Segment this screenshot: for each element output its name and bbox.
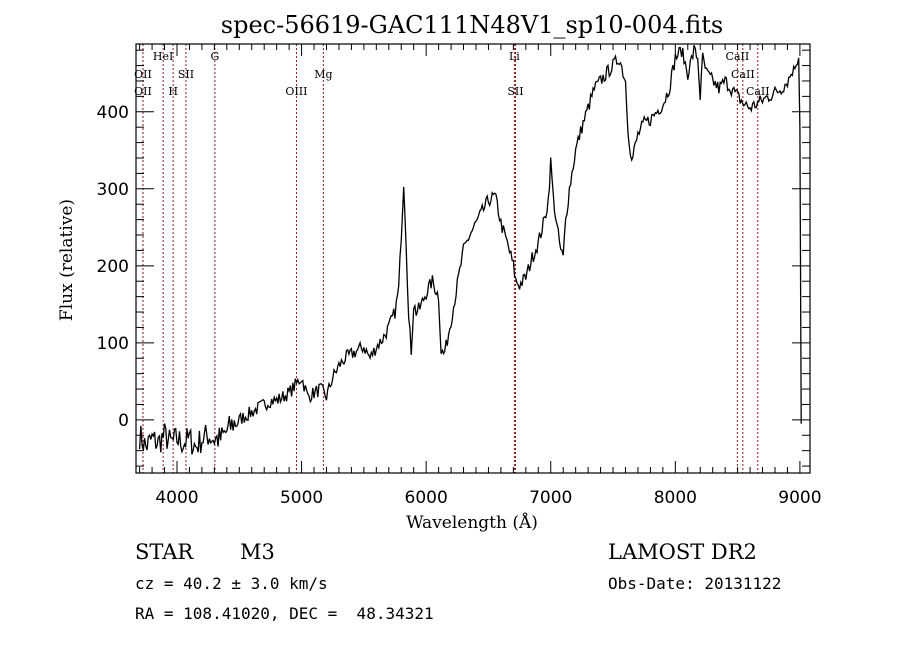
x-axis-label: Wavelength (Å)	[406, 512, 538, 533]
x-tick-label: 6000	[405, 488, 448, 508]
plot-frame	[135, 43, 811, 474]
line-label-caii: CaII	[726, 50, 750, 63]
line-label-caii: CaII	[731, 68, 755, 81]
object-subclass: M3	[240, 540, 275, 564]
line-label-oii: OII	[134, 68, 152, 81]
line-label-h: H	[168, 85, 178, 98]
x-tick-label: 4000	[155, 488, 198, 508]
observation-date: Obs-Date: 20131122	[608, 574, 782, 593]
x-tick-label: 5000	[280, 488, 323, 508]
line-label-sii: SII	[507, 85, 523, 98]
y-tick-label: 0	[118, 411, 129, 431]
axis-ticks	[136, 44, 810, 473]
line-label-sii: SII	[178, 68, 194, 81]
y-tick-label: 100	[97, 334, 129, 354]
x-tick-labels: 4000 5000 6000 7000 8000 9000	[155, 488, 821, 508]
line-label-oii: OII	[134, 85, 152, 98]
survey-name: LAMOST DR2	[608, 540, 757, 564]
ra-dec-coordinates: RA = 108.41020, DEC = 48.34321	[135, 604, 434, 623]
line-label-li: Li	[509, 50, 520, 63]
spectrum-line	[138, 44, 802, 455]
x-tick-label: 7000	[529, 488, 572, 508]
x-tick-label: 9000	[778, 488, 821, 508]
line-label-caii: CaII	[746, 85, 770, 98]
line-label-oiii: OIII	[285, 85, 307, 98]
redshift-cz: cz = 40.2 ± 3.0 km/s	[135, 574, 328, 593]
y-tick-label: 200	[97, 257, 129, 277]
object-class: STAR	[135, 540, 194, 564]
line-label-hei: HeI	[153, 50, 173, 63]
y-tick-label: 300	[97, 180, 129, 200]
y-tick-labels: 0 100 200 300 400	[97, 103, 129, 431]
y-axis-label: Flux (relative)	[57, 199, 77, 321]
chart-title: spec-56619-GAC111N48V1_sp10-004.fits	[221, 11, 723, 39]
line-label-g: G	[210, 50, 219, 63]
y-tick-label: 400	[97, 103, 129, 123]
spectral-line-markers	[142, 44, 759, 473]
line-label-mg: Mg	[314, 68, 332, 81]
x-tick-label: 8000	[654, 488, 697, 508]
